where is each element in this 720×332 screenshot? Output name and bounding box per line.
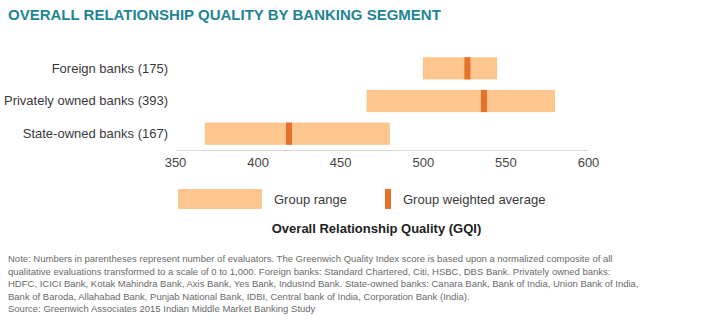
x-tick: 500 <box>412 150 434 170</box>
series <box>205 57 555 145</box>
legend-label: Group range <box>274 192 347 207</box>
tick-label: 400 <box>247 155 269 170</box>
category-tick: Foreign banks (175) <box>52 60 168 75</box>
note: HDFC, ICICI Bank, Kotak Mahindra Bank, A… <box>8 278 639 289</box>
category-label: State-owned banks (167) <box>23 126 168 141</box>
average-marker <box>464 57 470 79</box>
x-tick: 400 <box>247 150 269 170</box>
category-label: Privately owned banks (393) <box>4 93 168 108</box>
tick-label: 500 <box>412 155 434 170</box>
axis-line <box>176 150 589 151</box>
legend-swatch <box>178 189 262 209</box>
chart: OVERALL RELATIONSHIP QUALITY BY BANKING … <box>0 0 720 332</box>
x-tick: 450 <box>330 150 352 170</box>
x-tick: 350 <box>165 150 187 170</box>
title: OVERALL RELATIONSHIP QUALITY BY BANKING … <box>8 6 441 23</box>
tick-label: 600 <box>578 155 600 170</box>
marks <box>205 57 555 145</box>
category-label: Foreign banks (175) <box>52 60 168 75</box>
legend-swatch <box>385 189 391 209</box>
tick-label: 450 <box>330 155 352 170</box>
legend-label: Group weighted average <box>403 192 545 207</box>
category-tick: Privately owned banks (393) <box>4 93 168 108</box>
note: Bank of Baroda, Allahabad Bank, Punjab N… <box>8 291 470 302</box>
x-axis-title: Overall Relationship Quality (GQI) <box>272 221 482 236</box>
y-axis: Foreign banks (175) Privately owned banks… <box>4 60 168 140</box>
legend: Group range Group weighted average <box>178 189 545 209</box>
x-tick: 600 <box>578 150 600 170</box>
range-bar <box>367 90 555 112</box>
tick-label: 550 <box>495 155 517 170</box>
range-bar <box>423 57 497 79</box>
x-axis: 350 400 450 500 550 600 <box>165 150 600 170</box>
tick-label: 350 <box>165 155 187 170</box>
range-bar <box>205 123 390 145</box>
source: Source: Greenwich Associates 2015 Indian… <box>8 303 316 314</box>
category-tick: State-owned banks (167) <box>23 126 168 141</box>
x-tick: 550 <box>495 150 517 170</box>
series <box>286 57 487 145</box>
note: Note: Numbers in parentheses represent n… <box>8 253 612 264</box>
note: qualitative evaluations transformed to a… <box>8 266 611 277</box>
average-marker <box>286 123 292 145</box>
average-marker <box>481 90 487 112</box>
